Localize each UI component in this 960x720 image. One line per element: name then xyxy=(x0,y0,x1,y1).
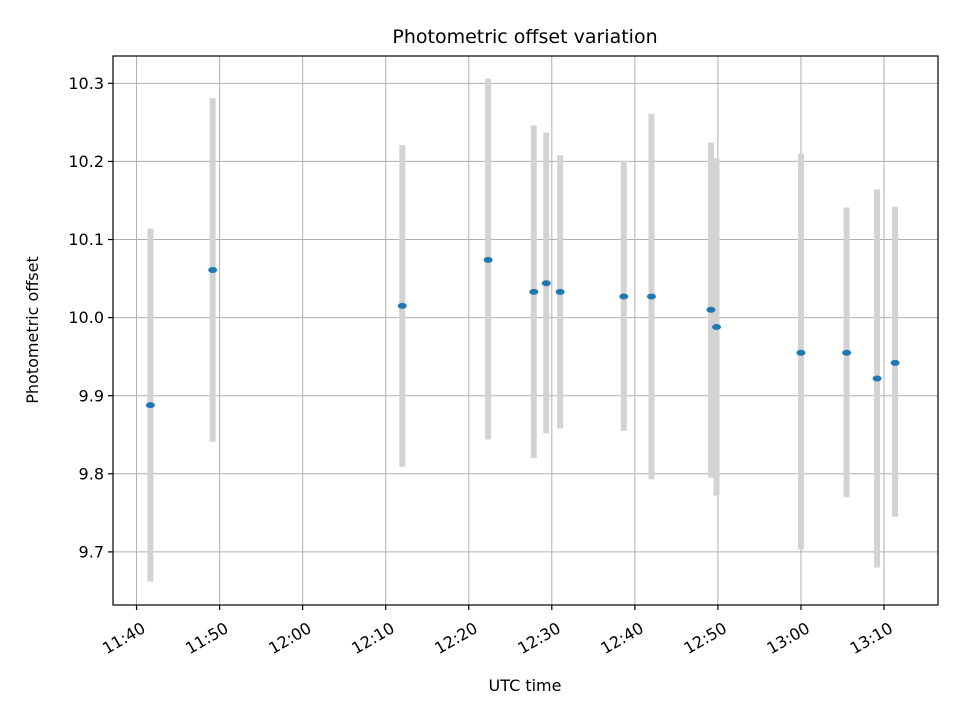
x-tick-label: 12:20 xyxy=(431,618,480,658)
y-tick-label: 9.8 xyxy=(79,464,104,483)
x-tick-label: 12:00 xyxy=(265,618,314,658)
x-tick-label: 11:40 xyxy=(99,618,148,658)
data-point xyxy=(555,288,565,295)
y-tick-label: 9.7 xyxy=(79,542,104,561)
data-point xyxy=(541,280,551,287)
y-tick-label: 10.0 xyxy=(68,308,104,327)
data-point xyxy=(646,293,656,300)
x-tick-label: 12:50 xyxy=(680,618,729,658)
data-point xyxy=(890,359,900,366)
y-axis-label: Photometric offset xyxy=(23,256,42,404)
plot-area-frame xyxy=(112,55,939,606)
data-point xyxy=(712,323,722,330)
data-point xyxy=(397,302,407,309)
y-axis-ticks: 9.7 9.8 9.9 10.0 10.1 10.2 10.3 xyxy=(68,74,113,561)
x-axis-label: UTC time xyxy=(489,676,562,695)
grid xyxy=(113,56,938,605)
x-tick-label: 12:10 xyxy=(348,618,397,658)
y-tick-label: 9.9 xyxy=(79,386,104,405)
data-point xyxy=(796,349,806,356)
data-point xyxy=(483,256,493,263)
data-point xyxy=(706,306,716,313)
data-point xyxy=(842,349,852,356)
data-points xyxy=(145,256,900,409)
data-point xyxy=(208,266,218,273)
x-tick-label: 11:50 xyxy=(182,618,231,658)
x-tick-label: 12:40 xyxy=(597,618,646,658)
y-tick-label: 10.3 xyxy=(68,74,104,93)
error-bars xyxy=(147,78,899,582)
y-tick-label: 10.2 xyxy=(68,152,104,171)
x-axis-ticks: 11:40 11:50 12:00 12:10 12:20 12:30 12:40 12:50… xyxy=(99,605,896,658)
data-point xyxy=(619,293,629,300)
x-tick-label: 13:10 xyxy=(847,618,896,658)
x-tick-label: 13:00 xyxy=(764,618,813,658)
chart-title: Photometric offset variation xyxy=(392,26,657,48)
x-tick-label: 12:30 xyxy=(514,618,563,658)
data-point xyxy=(145,402,155,409)
y-tick-label: 10.1 xyxy=(68,230,104,249)
data-point xyxy=(529,288,539,295)
data-point xyxy=(872,375,882,382)
